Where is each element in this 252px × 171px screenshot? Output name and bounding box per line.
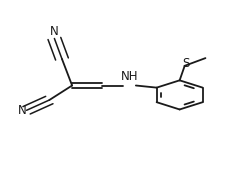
Text: S: S [181, 57, 189, 70]
Text: N: N [50, 25, 58, 38]
Text: N: N [18, 104, 26, 117]
Text: NH: NH [120, 70, 138, 83]
